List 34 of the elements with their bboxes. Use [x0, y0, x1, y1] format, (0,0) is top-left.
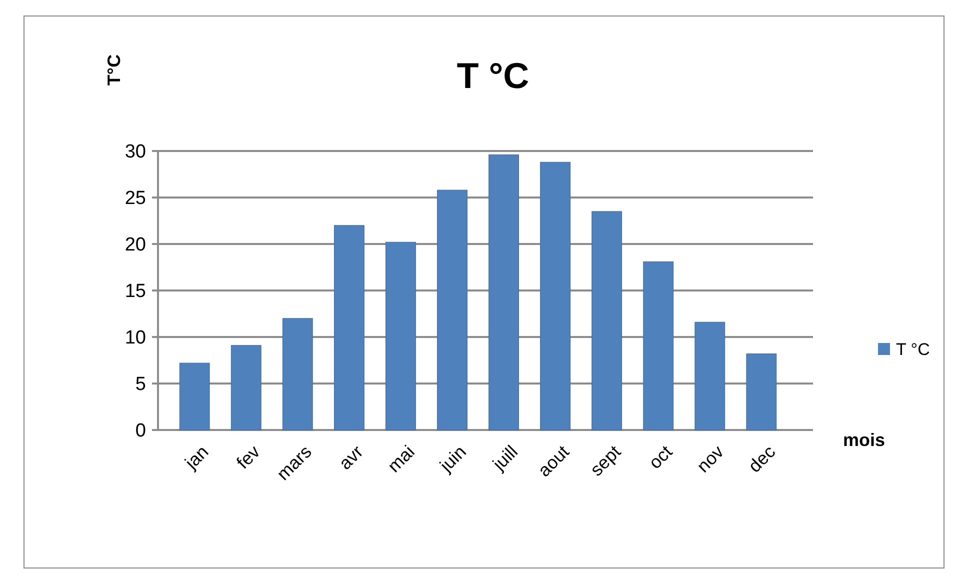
bar: [746, 353, 777, 430]
bar: [179, 362, 210, 430]
x-tick-label: sept: [586, 442, 625, 480]
y-tick-label: 25: [124, 188, 146, 210]
bar: [540, 162, 570, 430]
bar: [694, 322, 726, 430]
x-tick-label: fev: [232, 442, 264, 473]
legend-label: T °C: [896, 340, 930, 359]
x-tick-label: mai: [384, 442, 418, 476]
x-tick-label: nov: [692, 442, 728, 476]
y-tick-label: 20: [124, 234, 146, 256]
x-tick-label: dec: [744, 442, 780, 476]
x-tick-label: juin: [435, 442, 470, 476]
y-axis-title: T°C: [104, 54, 124, 86]
bar: [488, 154, 519, 430]
x-tick-label: oct: [644, 442, 676, 473]
x-axis-title: mois: [842, 430, 886, 450]
bar: [592, 211, 622, 430]
bar: [386, 242, 416, 430]
x-tick-label: avr: [335, 442, 367, 474]
bar: [334, 225, 364, 430]
y-tick-label: 5: [135, 374, 146, 396]
x-tick-label: juill: [488, 442, 522, 475]
y-tick-label: 10: [124, 328, 146, 349]
chart-title: T °C: [456, 55, 530, 96]
y-tick-label: 15: [124, 281, 146, 302]
x-tick-label: jan: [180, 442, 212, 474]
x-tick-label: aout: [534, 442, 574, 481]
bar: [230, 345, 262, 430]
y-tick-label: 0: [135, 420, 146, 442]
bar: [437, 190, 468, 430]
y-tick-label: 30: [124, 142, 146, 163]
bar: [643, 261, 674, 430]
bar: [282, 318, 313, 430]
